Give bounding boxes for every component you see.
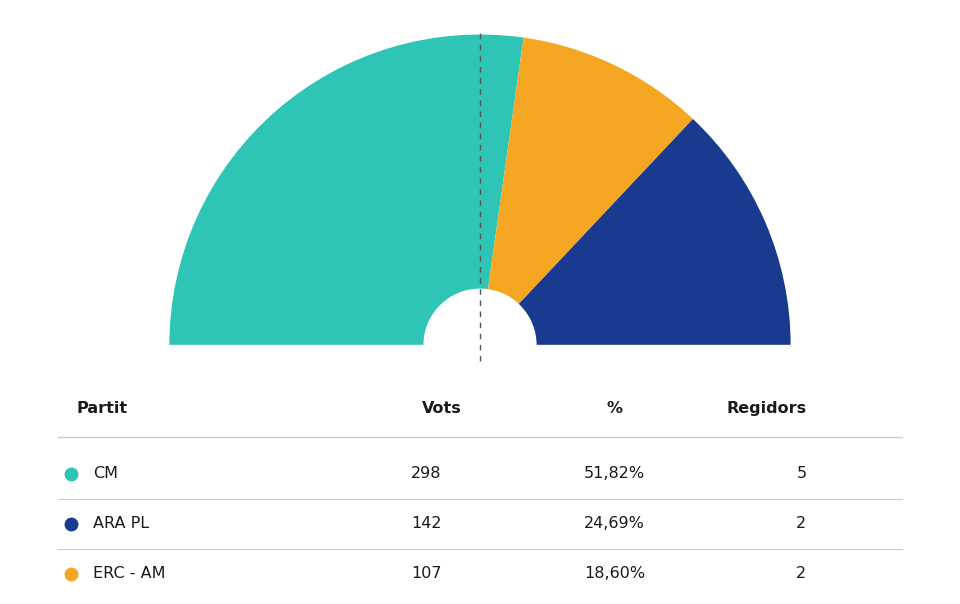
Text: ERC - AM: ERC - AM <box>93 566 166 581</box>
Wedge shape <box>488 37 693 304</box>
Text: %: % <box>607 401 622 416</box>
Text: 5: 5 <box>796 466 806 481</box>
Circle shape <box>424 289 536 401</box>
Text: 142: 142 <box>411 516 442 531</box>
Text: 51,82%: 51,82% <box>584 466 645 481</box>
Wedge shape <box>518 119 791 345</box>
Text: 2: 2 <box>796 516 806 531</box>
Text: 18,60%: 18,60% <box>584 566 645 581</box>
Text: 298: 298 <box>411 466 442 481</box>
Text: Regidors: Regidors <box>727 401 806 416</box>
Text: 24,69%: 24,69% <box>584 516 645 531</box>
Text: CM: CM <box>93 466 118 481</box>
Wedge shape <box>169 34 523 345</box>
Text: ARA PL: ARA PL <box>93 516 149 531</box>
Bar <box>108 345 852 439</box>
Text: 2: 2 <box>796 566 806 581</box>
Text: Vots: Vots <box>421 401 462 416</box>
Text: Partit: Partit <box>77 401 128 416</box>
Text: 107: 107 <box>411 566 442 581</box>
